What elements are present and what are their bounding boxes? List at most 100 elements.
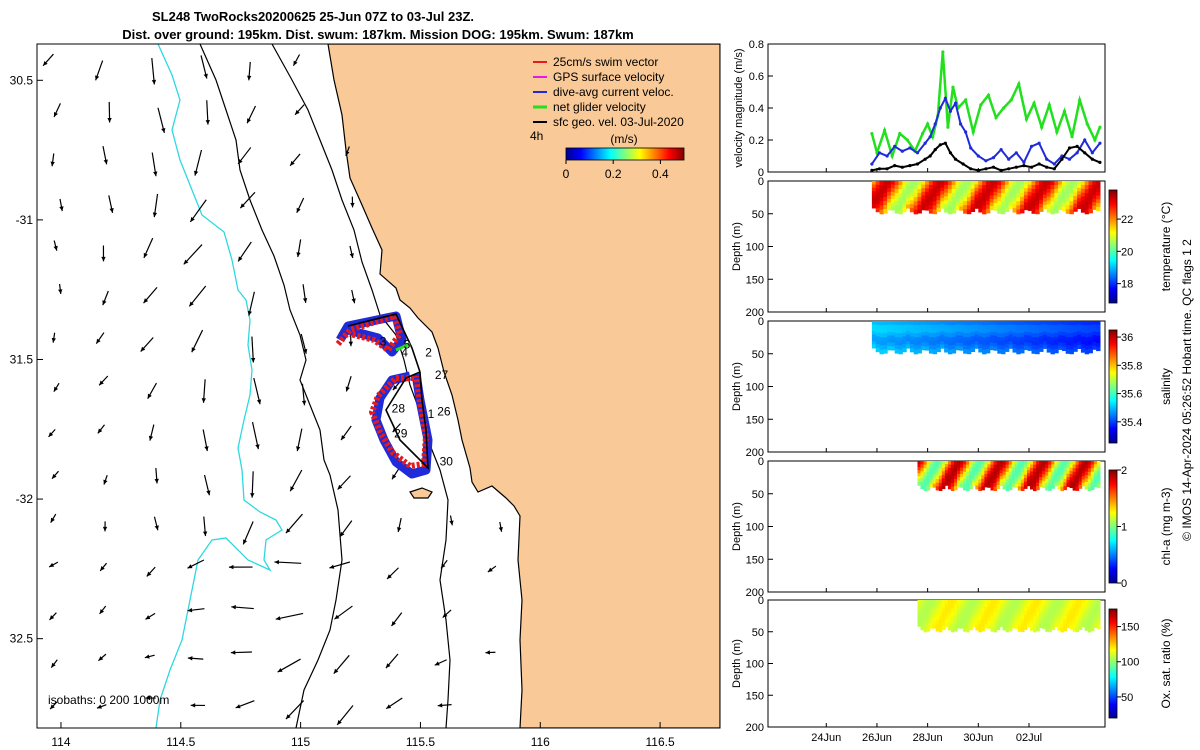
- profile-cell: [978, 340, 983, 345]
- profile-cell: [963, 189, 968, 194]
- profile-cell: [1031, 189, 1036, 194]
- profile-cell: [985, 208, 991, 214]
- profile-cell: [1078, 607, 1083, 612]
- profile-cell: [1066, 603, 1071, 608]
- profile-cell: [917, 185, 922, 190]
- profile-cell: [1011, 461, 1016, 465]
- profile-cell: [982, 185, 987, 190]
- profile-cell: [909, 192, 915, 197]
- profile-cell: [936, 324, 941, 330]
- profile-cell: [997, 329, 1002, 334]
- profile-cell: [954, 461, 958, 466]
- profile-cell: [993, 346, 998, 351]
- profile-cell: [970, 340, 976, 345]
- profile-cell: [926, 482, 931, 487]
- profile-cell: [957, 610, 961, 615]
- profile-cell: [1016, 201, 1021, 207]
- profile-cell: [906, 331, 911, 336]
- profile-cell: [938, 627, 943, 633]
- profile-cell: [890, 328, 896, 333]
- profile-cell: [1033, 464, 1037, 469]
- profile-cell: [966, 472, 970, 477]
- profile-cell: [1017, 615, 1022, 621]
- profile-cell: [972, 603, 976, 608]
- profile-cell: [1027, 461, 1031, 465]
- profile-cell: [1030, 461, 1034, 466]
- profile-cell: [1039, 328, 1044, 333]
- profile-cell: [1077, 181, 1082, 185]
- profile-cell: [951, 185, 957, 190]
- profile-cell: [957, 480, 961, 485]
- profile-cell: [1073, 321, 1078, 326]
- current-vector-head: [350, 202, 355, 208]
- profile-cell: [1078, 603, 1083, 608]
- profile-cell: [1072, 479, 1077, 484]
- profile-cell: [966, 475, 970, 480]
- profile-cell: [1002, 618, 1007, 623]
- profile-cell: [923, 604, 928, 609]
- profile-cell: [987, 467, 991, 472]
- profile-cell: [1051, 474, 1055, 479]
- current-vector-head: [487, 567, 493, 572]
- current-vector-head: [440, 563, 446, 569]
- profile-cell: [1072, 486, 1077, 491]
- profile-cell: [974, 201, 979, 206]
- profile-cell: [944, 324, 949, 330]
- profile-cell: [938, 461, 943, 466]
- profile-cell: [1081, 467, 1086, 471]
- profile-cell: [1023, 205, 1029, 211]
- profile-cell: [875, 347, 881, 353]
- profile-cell: [1075, 464, 1080, 469]
- profile-cell: [1004, 336, 1010, 341]
- profile-cell: [954, 471, 958, 476]
- current-vectors: [42, 53, 503, 726]
- profile-cell: [1027, 609, 1031, 614]
- profile-cell: [963, 349, 968, 354]
- profile-cell: [932, 349, 938, 355]
- profile-cell: [1065, 181, 1071, 186]
- profile-cell: [1014, 621, 1019, 626]
- profile-cell: [999, 616, 1004, 621]
- profile-cell: [972, 609, 976, 614]
- profile-cell: [941, 471, 946, 476]
- profile-cell: [932, 201, 938, 207]
- profile-cell: [1011, 473, 1016, 478]
- profile-cell: [1087, 464, 1092, 469]
- profile-cell: [913, 197, 919, 202]
- profile-cell: [966, 345, 972, 351]
- profile-cell: [1069, 325, 1074, 330]
- profile-cell: [941, 481, 946, 486]
- profile-cell: [997, 209, 1002, 214]
- profile-cell: [984, 617, 988, 622]
- profile-cell: [1061, 335, 1067, 340]
- profile-ytick-label: 100: [746, 522, 764, 534]
- profile-cell: [920, 485, 925, 490]
- profile-cell: [913, 181, 919, 186]
- profile-cell: [1072, 607, 1077, 613]
- profile-cell: [1011, 464, 1016, 468]
- profile-cell: [1036, 468, 1040, 473]
- profile-cell: [1092, 342, 1097, 347]
- profile-data-cells: [871, 181, 1101, 215]
- profile-cell: [1061, 184, 1067, 189]
- profile-cell: [1087, 461, 1092, 466]
- current-vector-head: [48, 432, 54, 437]
- profile-cell: [1080, 200, 1086, 205]
- profile-cell: [894, 205, 900, 210]
- profile-cell: [1087, 468, 1092, 473]
- profile-ytick-label: 150: [746, 690, 764, 702]
- profile-cell: [890, 331, 896, 336]
- profile-cell: [940, 337, 945, 342]
- profile-cell: [1020, 328, 1025, 334]
- profile-cell: [947, 341, 953, 347]
- profile-cell: [1004, 181, 1010, 186]
- profile-cell: [966, 193, 972, 198]
- profile-cell: [993, 479, 998, 484]
- profile-cell: [987, 477, 991, 482]
- profile-cell: [982, 333, 987, 338]
- profile-cell: [1065, 337, 1071, 342]
- profile-cell: [993, 475, 998, 480]
- current-vector-head: [147, 393, 152, 399]
- profile-cell: [954, 623, 958, 628]
- profile-cell: [963, 482, 967, 487]
